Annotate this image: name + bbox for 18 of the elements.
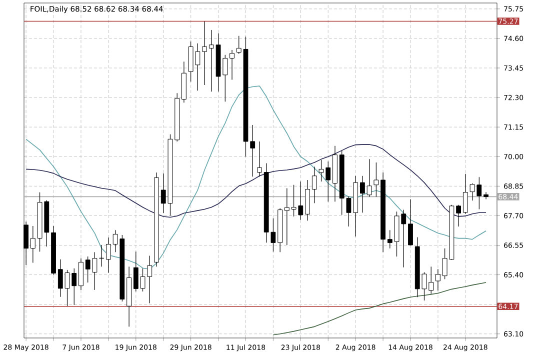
candlestick	[462, 174, 468, 214]
candlestick	[257, 141, 262, 177]
candlestick	[208, 30, 214, 92]
candlestick	[106, 237, 111, 274]
candlestick	[30, 226, 36, 264]
candlestick	[360, 176, 365, 213]
candlestick	[374, 162, 379, 197]
candlestick	[456, 204, 461, 227]
candlestick	[408, 198, 413, 246]
candlestick	[230, 50, 234, 80]
candlestick	[78, 258, 84, 290]
candlestick	[133, 251, 138, 292]
candlestick	[312, 166, 317, 204]
candlestick	[284, 188, 290, 246]
candlestick	[366, 158, 372, 197]
candlestick	[202, 21, 207, 86]
candlestick	[484, 192, 488, 200]
candlestick	[436, 268, 440, 291]
